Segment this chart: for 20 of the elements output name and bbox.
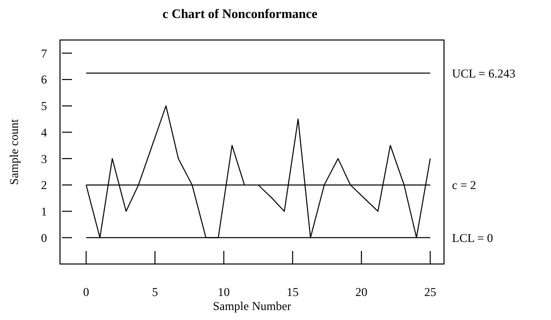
ref-line-label: UCL = 6.243 — [452, 66, 516, 80]
x-tick-label: 0 — [83, 285, 90, 299]
y-tick-label: 6 — [41, 72, 47, 87]
y-tick-label: 5 — [41, 99, 47, 114]
ref-line-label: LCL = 0 — [452, 230, 493, 245]
x-tick-label: 10 — [218, 285, 230, 299]
x-tick-label: 15 — [286, 285, 299, 299]
x-axis-title: Sample Number — [212, 299, 292, 313]
y-tick-label: 1 — [41, 204, 47, 218]
y-tick-label: 4 — [41, 125, 47, 140]
x-tick-label: 5 — [152, 285, 158, 299]
y-axis-title: Sample count — [7, 118, 21, 185]
y-tick-label: 0 — [41, 230, 47, 245]
y-tick-label: 3 — [41, 152, 47, 166]
ref-line-label: c = 2 — [452, 178, 476, 192]
x-tick-label: 20 — [355, 285, 368, 299]
y-tick-label: 2 — [41, 178, 47, 192]
x-tick-label: 25 — [424, 285, 436, 299]
chart-title: c Chart of Nonconformance — [162, 6, 318, 21]
y-tick-label: 7 — [41, 46, 47, 60]
